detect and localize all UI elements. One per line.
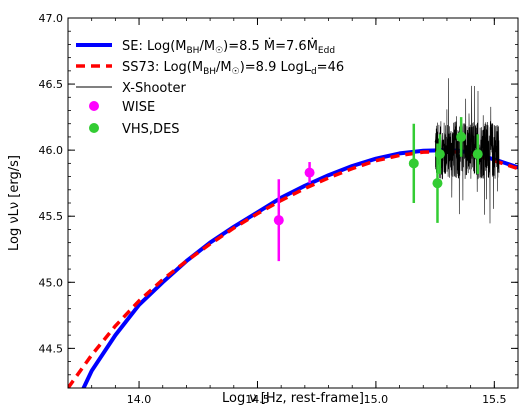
series-line-1 xyxy=(68,149,518,388)
data-point-3-0 xyxy=(273,215,284,226)
x-tick-label-2: 15.0 xyxy=(364,393,389,406)
legend-label-part: ☉ xyxy=(232,67,240,77)
legend-label-part: WISE xyxy=(122,100,155,115)
legend-label-part: )=8.5 Ṁ=7.6Ṁ xyxy=(223,38,318,54)
legend-label-2: X-Shooter xyxy=(122,81,186,96)
y-tick-label-5: 47.0 xyxy=(39,12,64,25)
legend-label-part: SS73: Log(M xyxy=(122,60,203,75)
y-tick-label-2: 45.5 xyxy=(39,210,64,223)
legend-label-part: X-Shooter xyxy=(122,81,186,96)
legend-label-part: ☉ xyxy=(215,46,223,56)
legend-label-part: =46 xyxy=(317,60,344,75)
data-point-4-4 xyxy=(472,149,483,160)
axes: 14.0 14.5 15.0 15.5 44.5 45.0 45.5 46.0 46.5 47.0 xyxy=(39,12,519,406)
y-tick-label-0: 44.5 xyxy=(39,342,64,355)
xshooter-spectrum xyxy=(434,78,500,224)
legend-label-part: /M xyxy=(216,60,232,75)
x-tick-label-0: 14.0 xyxy=(127,393,152,406)
legend-label-part: )=8.9 LogL xyxy=(240,60,312,75)
y-tick-label-3: 46.0 xyxy=(39,144,64,157)
x-tick-label-1: 14.5 xyxy=(245,393,270,406)
legend-label-part: /M xyxy=(199,39,215,54)
legend-label-part: Edd xyxy=(318,46,335,56)
legend-label-0: SE: Log(MBH/M☉)=8.5 Ṁ=7.6ṀEdd xyxy=(122,38,335,56)
data-point-4-0 xyxy=(408,158,419,169)
data-point-4-1 xyxy=(432,178,443,189)
legend-swatch-4 xyxy=(89,123,99,133)
series-line-0 xyxy=(81,148,518,388)
data-point-4-3 xyxy=(456,131,467,142)
y-axis-label: Log νLν [erg/s] xyxy=(7,155,22,251)
legend-label-part: BH xyxy=(203,67,216,77)
plot-area xyxy=(68,78,518,388)
legend-label-1: SS73: Log(MBH/M☉)=8.9 LogLd=46 xyxy=(122,60,344,77)
data-point-4-2 xyxy=(434,149,445,160)
legend-label-part: VHS,DES xyxy=(122,122,180,137)
legend-label-4: VHS,DES xyxy=(122,122,180,137)
y-tick-label-4: 46.5 xyxy=(39,78,64,91)
legend-label-3: WISE xyxy=(122,100,155,115)
legend-label-part: SE: Log(M xyxy=(122,39,187,54)
legend-swatch-3 xyxy=(89,101,99,111)
x-axis-label: Log ν [Hz, rest-frame] xyxy=(222,391,364,406)
data-point-3-1 xyxy=(304,167,315,178)
plot-clip-group xyxy=(68,78,518,388)
x-tick-label-3: 15.5 xyxy=(482,393,507,406)
legend-label-part: BH xyxy=(187,46,200,56)
y-tick-label-1: 45.0 xyxy=(39,276,64,289)
legend-label-part: d xyxy=(311,67,317,77)
